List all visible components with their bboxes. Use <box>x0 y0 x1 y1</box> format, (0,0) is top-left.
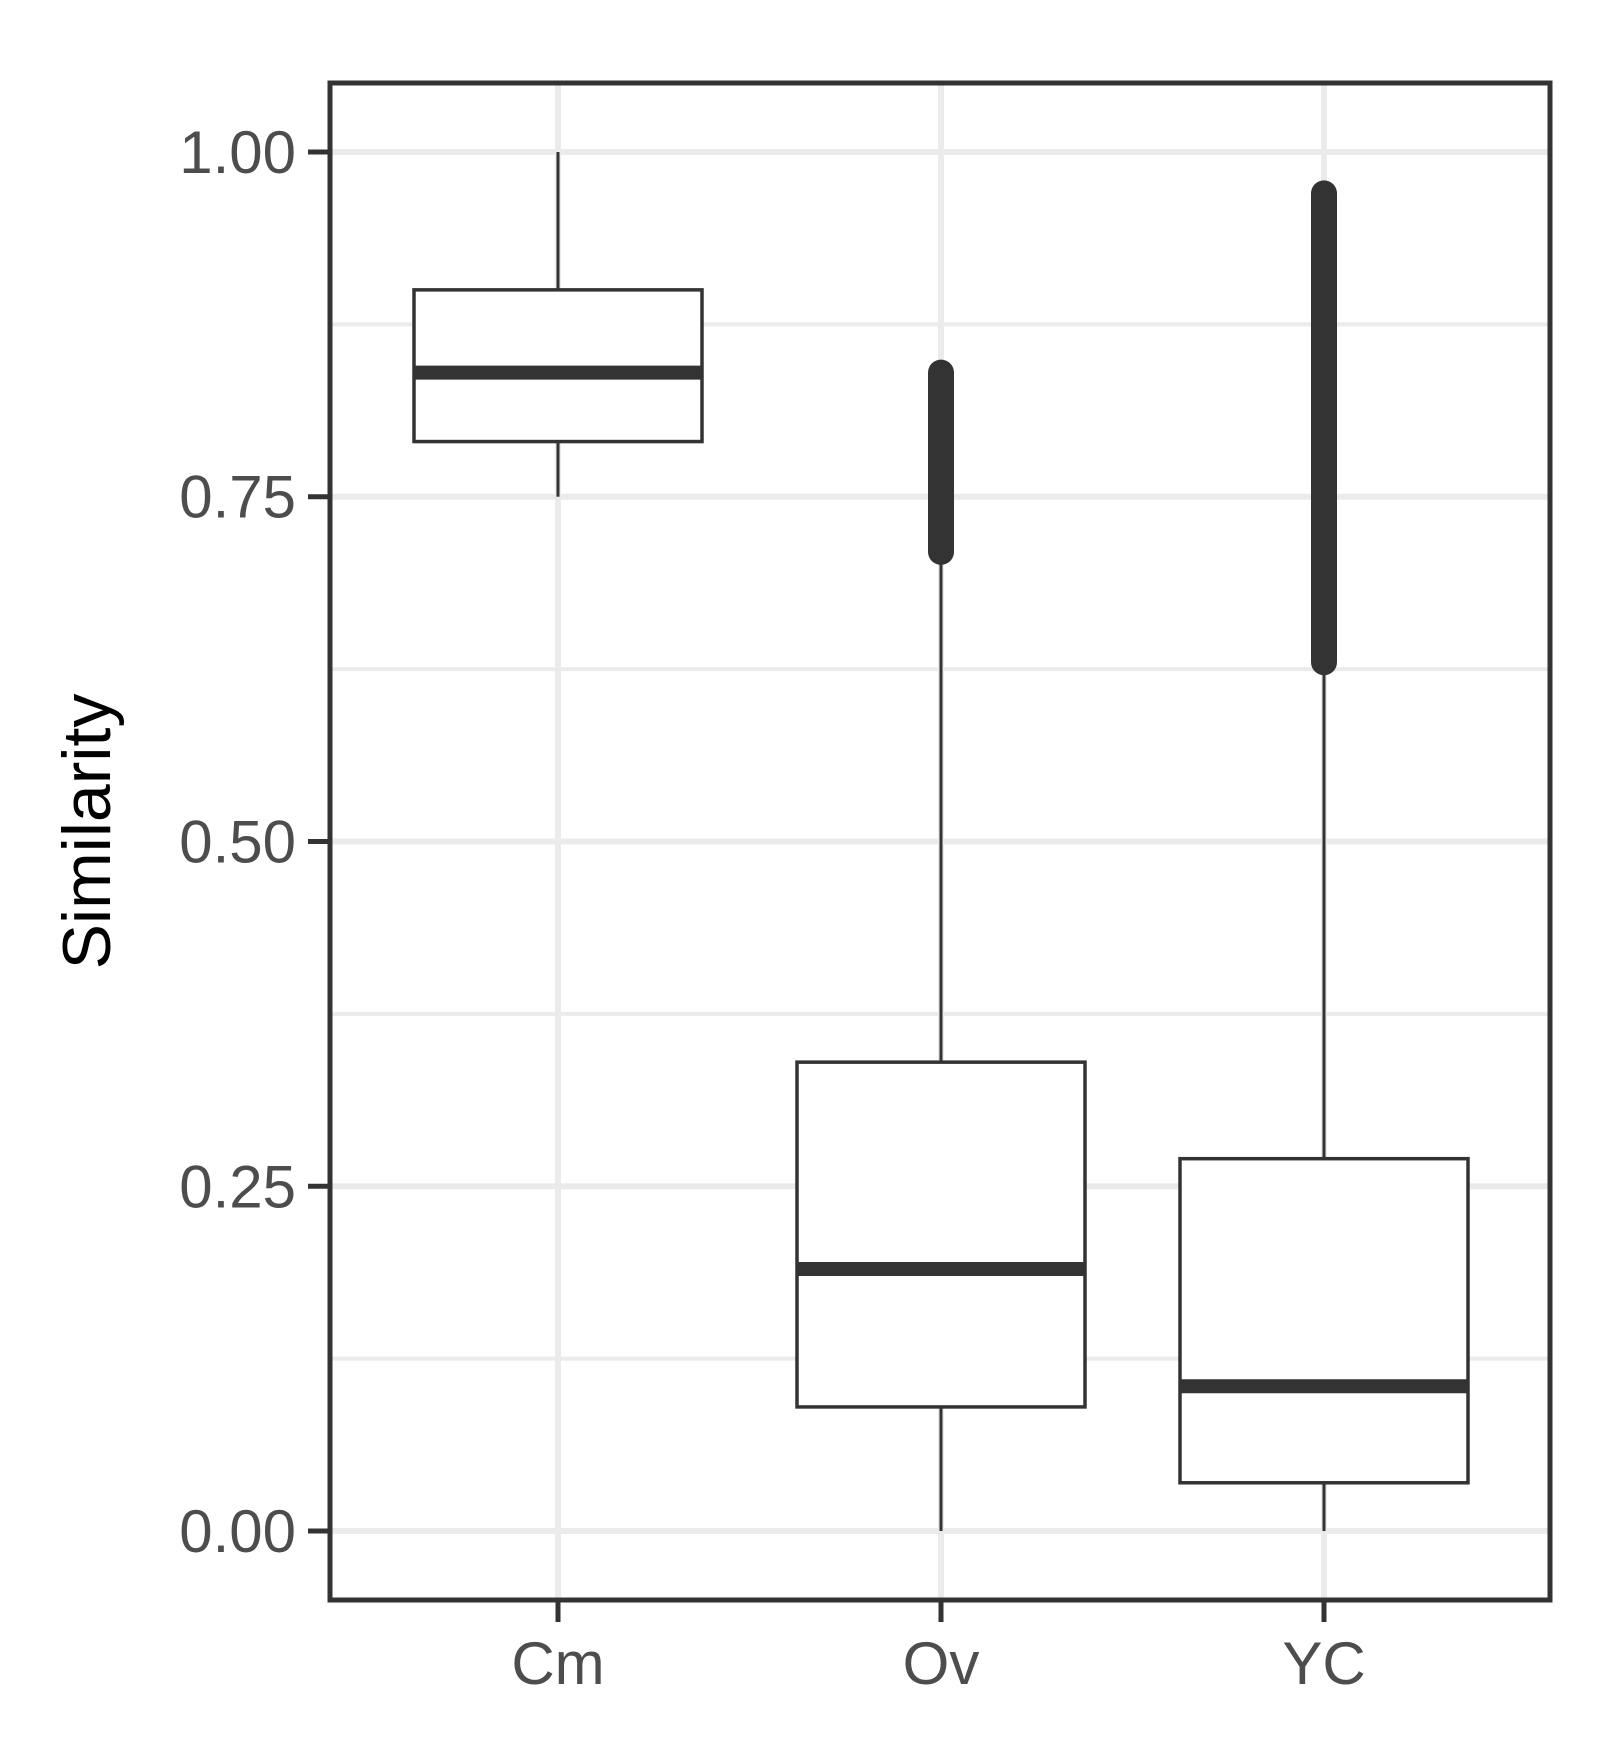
box-Ov <box>795 359 1087 1532</box>
x-tick-label: YC <box>1282 1630 1365 1697</box>
y-axis-title: Similarity <box>49 694 125 970</box>
x-tick-label: Cm <box>511 1630 604 1697</box>
box-YC <box>1178 180 1470 1532</box>
x-axis: Cm Ov YC <box>511 1600 1366 1697</box>
y-tick-label: 0.50 <box>179 809 296 876</box>
boxplots <box>412 151 1470 1532</box>
y-axis: 0.00 0.25 0.50 0.75 1.00 <box>179 119 330 1565</box>
box-Cm <box>412 151 704 497</box>
y-tick-label: 1.00 <box>179 119 296 186</box>
y-tick-label: 0.75 <box>179 464 296 531</box>
y-tick-label: 0.25 <box>179 1153 296 1220</box>
y-tick-label: 0.00 <box>179 1498 296 1565</box>
x-tick-label: Ov <box>903 1630 980 1697</box>
box-iqr-YC <box>1178 1156 1470 1485</box>
box-iqr-Ov <box>795 1060 1087 1409</box>
